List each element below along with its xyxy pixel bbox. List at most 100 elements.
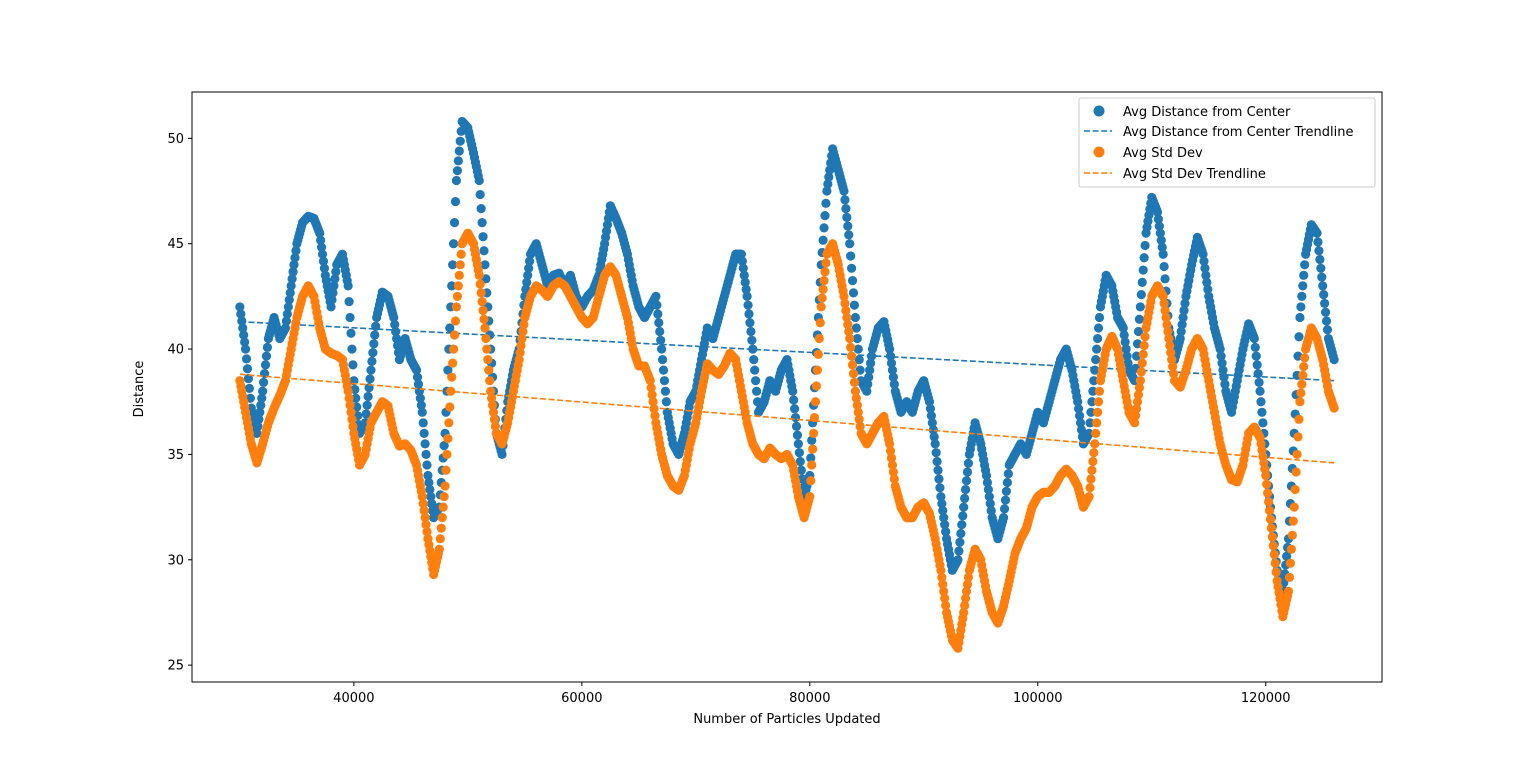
avg-distance-from-center-point — [1255, 386, 1265, 396]
avg-distance-from-center-point — [824, 172, 834, 182]
avg-std-dev-point — [1270, 558, 1280, 568]
avg-distance-from-center-point — [960, 493, 970, 503]
avg-std-dev-point — [839, 291, 849, 301]
avg-std-dev-point — [1130, 418, 1140, 428]
avg-distance-from-center-point — [985, 499, 995, 509]
avg-std-dev-point — [1263, 488, 1273, 498]
avg-distance-from-center-point — [884, 344, 895, 354]
avg-distance-from-center-point — [1317, 272, 1327, 282]
y-tick-label: 25 — [167, 659, 184, 674]
avg-distance-from-center-point — [351, 393, 361, 403]
avg-distance-from-center-point — [1313, 237, 1323, 247]
avg-distance-from-center-point — [1118, 323, 1128, 333]
y-tick-label: 50 — [167, 132, 184, 147]
avg-std-dev-point — [488, 407, 499, 417]
avg-distance-from-center-point — [413, 379, 424, 389]
avg-distance-from-center-point — [1091, 355, 1101, 365]
avg-distance-from-center-point — [924, 397, 935, 407]
avg-distance-from-center-point — [1088, 386, 1098, 396]
avg-distance-from-center-point — [935, 483, 945, 493]
x-tick-label: 120000 — [1241, 691, 1291, 706]
avg-std-dev-point — [480, 323, 490, 333]
avg-distance-from-center-point — [455, 136, 465, 146]
avg-std-dev-point — [1286, 544, 1296, 554]
y-tick-label: 45 — [167, 237, 184, 252]
avg-distance-from-center-point — [791, 421, 802, 431]
avg-distance-from-center-point — [280, 323, 291, 333]
avg-distance-from-center-point — [343, 281, 353, 291]
avg-distance-from-center-point — [392, 333, 402, 344]
avg-distance-from-center-point — [1254, 377, 1264, 388]
avg-std-dev-point — [1092, 418, 1102, 428]
avg-distance-from-center-point — [240, 344, 251, 354]
avg-std-dev-point — [851, 393, 861, 403]
avg-distance-from-center-point — [416, 400, 426, 410]
avg-std-dev-point — [444, 418, 454, 428]
avg-distance-from-center-point — [1075, 418, 1086, 428]
avg-distance-from-center-point — [259, 377, 269, 388]
avg-distance-from-center-point — [1199, 256, 1209, 266]
avg-distance-from-center-point — [319, 263, 330, 273]
avg-distance-from-center-point — [737, 256, 747, 266]
plot-frame — [191, 91, 1383, 683]
avg-std-dev-point — [475, 279, 485, 289]
avg-distance-from-center-point — [282, 309, 292, 319]
avg-distance-from-center-point — [998, 513, 1009, 523]
x-tick-label: 80000 — [789, 691, 830, 706]
avg-distance-from-center-point — [524, 256, 535, 266]
avg-distance-from-center-point — [790, 412, 801, 423]
avg-std-dev-point — [417, 491, 427, 502]
avg-distance-from-center-point — [953, 555, 963, 565]
avg-std-dev-point — [437, 513, 447, 523]
avg-distance-from-center-point — [1258, 418, 1268, 428]
avg-distance-from-center-point — [244, 383, 254, 393]
avg-distance-from-center-point — [451, 175, 462, 186]
avg-std-dev-point — [518, 326, 528, 337]
avg-distance-from-center-point — [254, 414, 264, 424]
avg-distance-from-center-point — [290, 253, 300, 263]
avg-std-dev-point — [450, 316, 461, 326]
avg-distance-from-center-point — [258, 386, 268, 396]
avg-std-dev-point — [1297, 379, 1307, 389]
avg-std-dev-point — [1269, 549, 1279, 560]
avg-std-dev-point — [1290, 484, 1300, 495]
avg-distance-from-center-point — [1249, 333, 1259, 344]
avg-distance-from-center-point — [747, 335, 757, 345]
avg-std-dev-point — [1329, 403, 1339, 413]
avg-std-dev-point — [1139, 340, 1149, 351]
avg-distance-from-center-point — [1220, 379, 1230, 389]
avg-distance-from-center-point — [1218, 365, 1228, 375]
avg-distance-from-center-point — [1136, 290, 1146, 300]
avg-std-dev-point — [846, 351, 857, 361]
avg-distance-from-center-point — [345, 312, 355, 323]
avg-distance-from-center-point — [822, 186, 832, 196]
avg-distance-from-center-point — [955, 537, 965, 547]
avg-std-dev-point — [649, 404, 659, 414]
avg-std-dev-point — [1261, 470, 1271, 481]
avg-distance-from-center-point — [480, 260, 490, 270]
avg-distance-from-center-point — [748, 344, 758, 354]
avg-std-dev-point — [454, 270, 464, 280]
avg-std-dev-point — [1283, 586, 1294, 596]
avg-distance-from-center-point — [329, 281, 339, 291]
avg-std-dev-point — [1268, 541, 1278, 551]
avg-distance-from-center-point — [839, 186, 849, 196]
avg-distance-from-center-point — [1137, 277, 1147, 287]
avg-std-dev-point — [516, 340, 526, 351]
avg-distance-from-center-point — [289, 260, 299, 270]
avg-std-dev-point — [1087, 465, 1097, 475]
avg-distance-from-center-point — [1152, 207, 1163, 217]
avg-distance-from-center-point — [1177, 319, 1187, 330]
avg-distance-from-center-point — [1123, 358, 1133, 368]
avg-distance-from-center-point — [657, 344, 667, 354]
avg-distance-from-center-point — [1318, 281, 1328, 291]
avg-std-dev-point — [455, 260, 465, 270]
avg-std-dev-point — [809, 412, 820, 423]
avg-std-dev-point — [1293, 432, 1303, 442]
avg-std-dev-point — [489, 414, 500, 424]
avg-distance-from-center-point — [1084, 428, 1094, 438]
avg-distance-from-center-point — [316, 235, 326, 245]
avg-distance-from-center-point — [823, 179, 833, 189]
avg-std-dev-point — [1295, 397, 1305, 407]
avg-std-dev-point — [1086, 474, 1096, 484]
